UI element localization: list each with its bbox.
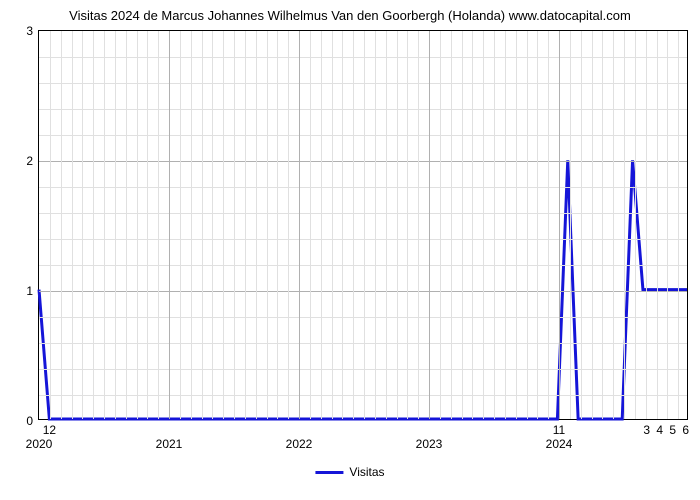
y-tick-label: 1: [26, 284, 39, 298]
x-minor-gridline: [158, 31, 159, 419]
x-minor-gridline: [147, 31, 148, 419]
x-minor-gridline: [494, 31, 495, 419]
x-minor-gridline: [288, 31, 289, 419]
x-extra-label: 3: [643, 423, 650, 437]
x-extra-label: 4: [656, 423, 663, 437]
x-minor-gridline: [418, 31, 419, 419]
x-minor-gridline: [234, 31, 235, 419]
chart-title: Visitas 2024 de Marcus Johannes Wilhelmu…: [0, 8, 700, 23]
x-minor-gridline: [667, 31, 668, 419]
x-minor-gridline: [505, 31, 506, 419]
x-major-gridline: [429, 31, 430, 419]
visits-line-chart: Visitas 2024 de Marcus Johannes Wilhelmu…: [0, 0, 700, 500]
x-minor-gridline: [537, 31, 538, 419]
x-minor-gridline: [93, 31, 94, 419]
x-minor-gridline: [451, 31, 452, 419]
x-minor-gridline: [364, 31, 365, 419]
x-extra-label: 6: [682, 423, 689, 437]
x-minor-gridline: [191, 31, 192, 419]
x-extra-label: 11: [553, 423, 565, 437]
x-minor-gridline: [386, 31, 387, 419]
x-minor-gridline: [657, 31, 658, 419]
x-minor-gridline: [202, 31, 203, 419]
x-minor-gridline: [613, 31, 614, 419]
x-minor-gridline: [115, 31, 116, 419]
x-minor-gridline: [472, 31, 473, 419]
x-major-gridline: [299, 31, 300, 419]
x-minor-gridline: [624, 31, 625, 419]
x-minor-gridline: [483, 31, 484, 419]
x-minor-gridline: [104, 31, 105, 419]
x-minor-gridline: [61, 31, 62, 419]
x-minor-gridline: [516, 31, 517, 419]
x-minor-gridline: [180, 31, 181, 419]
x-minor-gridline: [635, 31, 636, 419]
x-minor-gridline: [245, 31, 246, 419]
y-tick-label: 3: [26, 24, 39, 38]
x-minor-gridline: [353, 31, 354, 419]
x-minor-gridline: [72, 31, 73, 419]
x-minor-gridline: [548, 31, 549, 419]
x-extra-label: 12: [43, 423, 56, 437]
x-minor-gridline: [602, 31, 603, 419]
x-minor-gridline: [267, 31, 268, 419]
x-minor-gridline: [50, 31, 51, 419]
x-major-gridline: [559, 31, 560, 419]
x-minor-gridline: [646, 31, 647, 419]
legend-swatch: [315, 471, 343, 474]
x-tick-label: 2023: [416, 419, 443, 451]
x-minor-gridline: [462, 31, 463, 419]
legend: Visitas: [315, 465, 384, 479]
x-minor-gridline: [342, 31, 343, 419]
x-minor-gridline: [375, 31, 376, 419]
x-minor-gridline: [407, 31, 408, 419]
x-minor-gridline: [212, 31, 213, 419]
y-tick-label: 2: [26, 154, 39, 168]
x-minor-gridline: [223, 31, 224, 419]
x-minor-gridline: [570, 31, 571, 419]
x-minor-gridline: [310, 31, 311, 419]
x-minor-gridline: [126, 31, 127, 419]
x-tick-label: 2021: [156, 419, 183, 451]
x-minor-gridline: [527, 31, 528, 419]
x-minor-gridline: [397, 31, 398, 419]
legend-label: Visitas: [349, 465, 384, 479]
x-minor-gridline: [678, 31, 679, 419]
x-minor-gridline: [581, 31, 582, 419]
x-major-gridline: [169, 31, 170, 419]
x-extra-label: 5: [669, 423, 676, 437]
x-minor-gridline: [332, 31, 333, 419]
x-minor-gridline: [137, 31, 138, 419]
plot-area: 01232020202120222023202412113456: [38, 30, 688, 420]
x-tick-label: 2022: [286, 419, 313, 451]
x-minor-gridline: [321, 31, 322, 419]
x-minor-gridline: [82, 31, 83, 419]
x-minor-gridline: [277, 31, 278, 419]
x-minor-gridline: [440, 31, 441, 419]
x-minor-gridline: [256, 31, 257, 419]
x-minor-gridline: [592, 31, 593, 419]
